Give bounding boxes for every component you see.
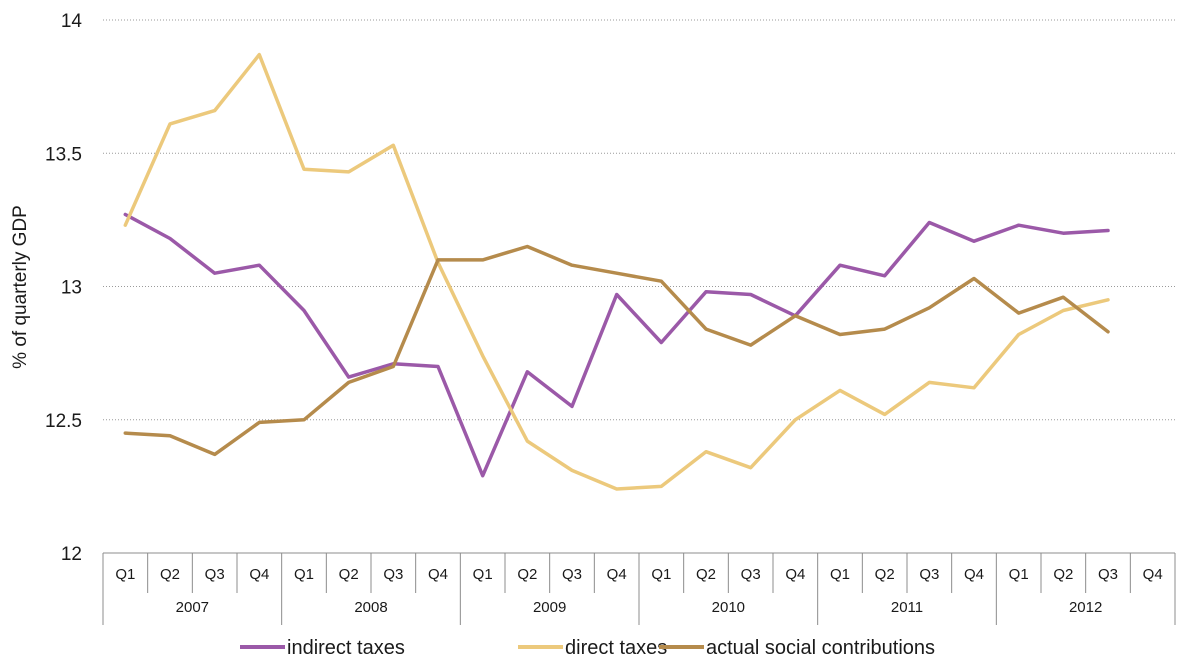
- quarter-label: Q2: [517, 566, 537, 583]
- y-tick-label: 12: [61, 544, 82, 565]
- y-tick-label: 12.5: [45, 411, 82, 432]
- quarter-label: Q1: [1009, 566, 1029, 583]
- quarter-label: Q3: [383, 566, 403, 583]
- quarter-label: Q1: [473, 566, 493, 583]
- quarter-label: Q4: [1143, 566, 1163, 583]
- series-line-actual-social-contributions: [123, 244, 1110, 457]
- quarter-label: Q1: [830, 566, 850, 583]
- quarter-label: Q4: [428, 566, 448, 583]
- quarter-label: Q1: [115, 566, 135, 583]
- x-axis: Q1 Q2 Q3 Q4 Q1 Q2 Q3 Q4 Q1 Q2 Q3 Q4 Q1 Q2 Q3 Q4 Q1 Q2 Q3 Q4…: [102, 552, 1176, 625]
- quarter-label: Q4: [785, 566, 805, 583]
- quarter-label: Q4: [607, 566, 627, 583]
- quarter-label: Q4: [249, 566, 269, 583]
- y-tick-label: 13: [61, 278, 82, 299]
- year-label: 2009: [533, 599, 566, 616]
- year-label: 2011: [891, 599, 923, 616]
- quarter-label: Q2: [1053, 566, 1073, 583]
- year-label: 2010: [712, 599, 745, 616]
- quarter-label: Q3: [1098, 566, 1118, 583]
- year-label: 2012: [1069, 599, 1102, 616]
- quarter-label: Q2: [339, 566, 359, 583]
- series-lines: [123, 52, 1110, 491]
- legend-label: actual social contributions: [706, 637, 935, 659]
- legend-label: direct taxes: [565, 637, 667, 659]
- quarter-label: Q3: [205, 566, 225, 583]
- quarter-label: Q3: [562, 566, 582, 583]
- y-tick-label: 13.5: [45, 144, 82, 165]
- legend: indirect taxes direct taxes actual social …: [240, 637, 935, 659]
- year-label: 2007: [176, 599, 209, 616]
- y-axis-ticks: 12 12.5 13 13.5 14: [45, 11, 82, 565]
- quarter-label: Q1: [651, 566, 671, 583]
- quarter-label: Q2: [696, 566, 716, 583]
- y-axis-title: % of quarterly GDP: [10, 205, 31, 369]
- series-line-direct-taxes: [123, 52, 1110, 491]
- quarter-label: Q3: [741, 566, 761, 583]
- quarter-label: Q3: [919, 566, 939, 583]
- legend-label: indirect taxes: [287, 637, 405, 659]
- quarter-label: Q2: [875, 566, 895, 583]
- y-tick-label: 14: [61, 11, 83, 32]
- series-line-indirect-taxes: [123, 212, 1110, 478]
- quarter-label: Q4: [964, 566, 984, 583]
- quarter-label: Q1: [294, 566, 314, 583]
- quarter-label: Q2: [160, 566, 180, 583]
- year-label: 2008: [354, 599, 387, 616]
- gridlines: [103, 19, 1175, 554]
